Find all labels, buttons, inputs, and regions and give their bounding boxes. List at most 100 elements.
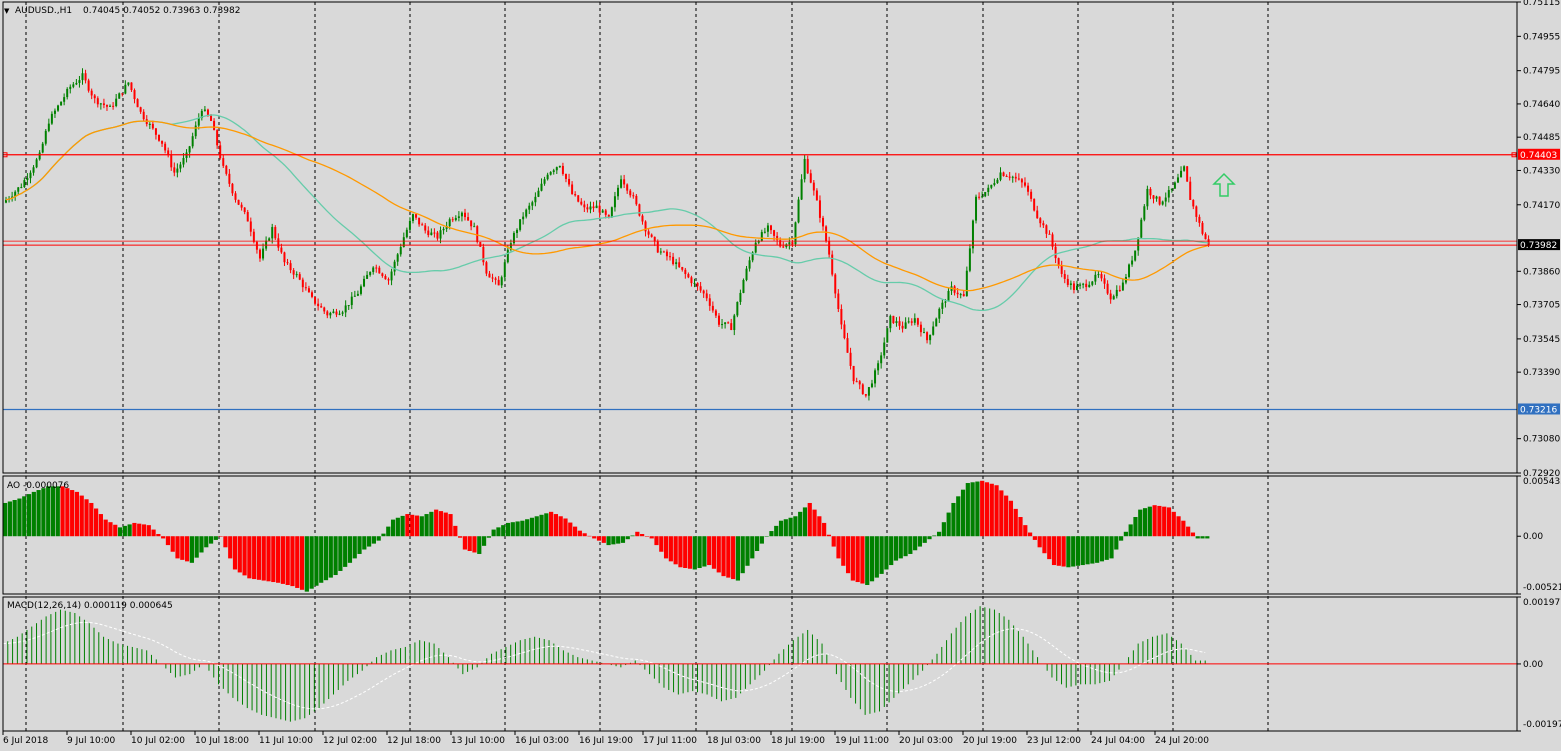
candle-body-229 (705, 293, 708, 299)
candle-body-29 (93, 95, 96, 99)
last-price-tag: 0.73982 (1520, 241, 1557, 251)
macd-tick-label-1: 0.00 (1523, 660, 1543, 670)
candle-body-190 (586, 207, 589, 210)
price-tick-label-12: 0.72920 (1523, 469, 1560, 479)
candle-body-148 (457, 216, 460, 218)
candle-body-314 (965, 270, 968, 297)
macd-panel[interactable] (2, 606, 1517, 722)
ao-bar-95 (458, 536, 463, 538)
candle-body-331 (1017, 178, 1020, 180)
candle-body-208 (641, 215, 644, 222)
ao-bar-163 (783, 519, 788, 537)
candle-body-206 (635, 195, 638, 205)
candle-body-392 (1204, 233, 1207, 240)
ao-bar-41 (199, 536, 204, 553)
candle-body-387 (1189, 181, 1192, 201)
ao-bar-232 (1114, 536, 1119, 550)
candle-body-370 (1137, 237, 1140, 251)
ao-bar-250 (1200, 536, 1205, 539)
candle-body-359 (1103, 278, 1106, 284)
candle-body-349 (1072, 283, 1075, 290)
ao-bar-181 (869, 536, 875, 582)
candle-body-257 (791, 242, 794, 245)
candle-body-87 (271, 227, 274, 239)
candle-body-289 (889, 315, 892, 329)
candle-body-198 (610, 207, 613, 218)
price-tick-label-11: 0.73080 (1523, 435, 1560, 445)
ao-bar-215 (1032, 536, 1037, 540)
candle-body-165 (509, 243, 512, 250)
ao-bar-94 (453, 525, 458, 537)
ao-bar-221 (1061, 536, 1066, 567)
ao-bar-107 (515, 521, 520, 537)
candle-body-155 (479, 242, 482, 247)
candle-body-131 (405, 229, 408, 238)
candle-body-337 (1036, 210, 1039, 219)
ao-bar-139 (668, 536, 673, 562)
arrow-up-icon (1212, 172, 1236, 197)
time-tick-label-4: 11 Jul 10:00 (259, 736, 313, 746)
candle-body-115 (356, 293, 359, 296)
ao-bar-233 (1118, 536, 1124, 541)
symbol-marker-icon[interactable]: ▼ (4, 7, 10, 15)
ao-bar-60 (290, 536, 295, 587)
candle-body-340 (1045, 225, 1048, 234)
time-tick-label-10: 17 Jul 11:00 (643, 736, 697, 746)
ao-bar-137 (659, 536, 664, 552)
ma-fast-line (5, 114, 1209, 312)
price-tick-label-10: 0.73390 (1523, 368, 1560, 378)
candle-body-76 (237, 199, 240, 205)
candle-body-72 (225, 165, 228, 174)
ao-bar-57 (276, 536, 281, 583)
ao-bar-151 (726, 536, 731, 578)
ao-bar-105 (505, 522, 511, 537)
ao-bar-61 (295, 536, 300, 588)
time-tick-label-14: 20 Jul 03:00 (899, 736, 953, 746)
ao-bar-213 (1023, 525, 1028, 537)
candle-body-101 (314, 296, 317, 304)
ao-panel[interactable] (3, 480, 1210, 592)
candle-body-315 (968, 248, 971, 271)
ao-bar-218 (1047, 536, 1052, 560)
ao-bar-79 (381, 533, 386, 537)
candle-body-253 (779, 240, 782, 247)
candle-body-391 (1201, 222, 1204, 234)
ao-bar-106 (510, 522, 515, 537)
ao-bar-35 (170, 536, 175, 552)
candle-body-169 (522, 216, 525, 220)
candle-body-177 (546, 174, 549, 180)
ao-title: AO -0.000076 (7, 481, 69, 491)
ao-bar-45 (218, 536, 223, 537)
ao-bar-84 (405, 514, 410, 537)
candle-body-117 (363, 278, 366, 287)
candle-body-128 (396, 254, 399, 262)
price-tick-label-0: 0.75115 (1523, 0, 1560, 8)
candle-body-159 (491, 277, 494, 279)
candle-body-259 (797, 199, 800, 223)
candle-body-183 (564, 173, 567, 179)
ao-bar-145 (697, 536, 702, 569)
candle-body-303 (932, 326, 935, 335)
candle-body-222 (684, 269, 687, 275)
ao-bar-238 (1142, 508, 1148, 537)
ao-bar-192 (922, 536, 927, 543)
ao-bar-58 (280, 536, 285, 584)
candle-body-163 (503, 262, 506, 278)
candle-body-48 (151, 123, 154, 129)
candle-body-317 (975, 196, 978, 221)
ao-bar-89 (429, 511, 434, 537)
candle-body-223 (687, 274, 690, 278)
ao-bar-121 (582, 533, 587, 537)
candle-body-75 (234, 193, 237, 200)
candle-body-248 (763, 231, 766, 233)
ao-bar-132 (635, 531, 640, 537)
candle-body-26 (84, 73, 87, 81)
ao-bar-113 (544, 513, 549, 537)
ao-bar-17 (84, 499, 89, 537)
candle-body-134 (415, 214, 418, 218)
candle-body-361 (1109, 293, 1112, 300)
candle-body-98 (304, 287, 307, 289)
price-panel[interactable] (2, 68, 1517, 411)
candle-body-218 (672, 256, 675, 265)
ao-bar-97 (467, 536, 472, 552)
